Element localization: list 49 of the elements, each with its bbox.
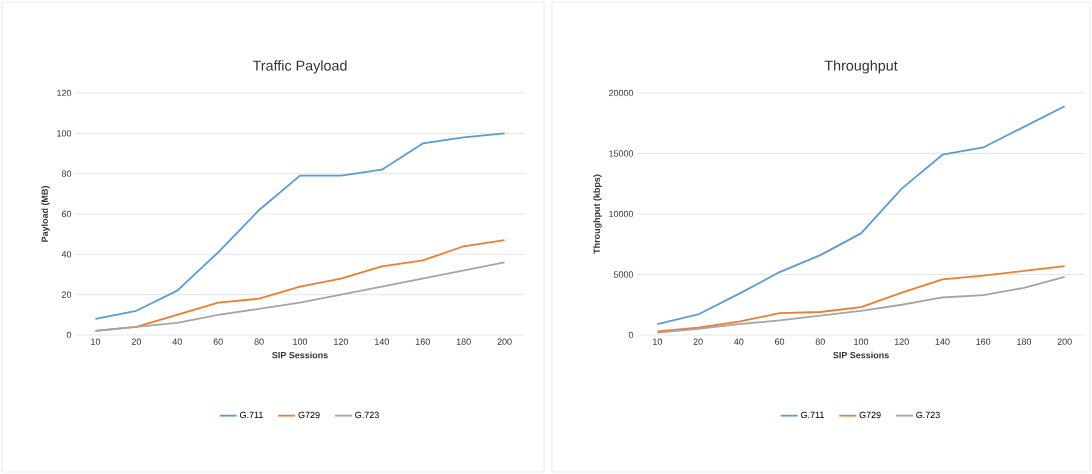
y-tick-label: 40 bbox=[61, 251, 72, 258]
x-tick-label: 160 bbox=[976, 338, 991, 345]
x-tick-label: 40 bbox=[172, 338, 182, 345]
y-tick-label: 20000 bbox=[609, 89, 634, 97]
y-tick-label: 0 bbox=[628, 331, 634, 339]
y-axis-title: Throughput (kbps) bbox=[593, 174, 602, 254]
chart-title: Traffic Payload bbox=[252, 60, 347, 74]
x-tick-label: 100 bbox=[293, 338, 308, 345]
x-tick-label: 60 bbox=[775, 338, 785, 345]
legend-label: G.723 bbox=[355, 411, 379, 419]
x-tick-label: 20 bbox=[131, 338, 141, 345]
x-tick-label: 160 bbox=[415, 338, 430, 345]
y-tick-label: 15000 bbox=[609, 150, 634, 157]
legend-label: G.711 bbox=[240, 411, 263, 419]
y-tick-label: 100 bbox=[57, 130, 72, 137]
x-tick-label: 20 bbox=[693, 338, 703, 345]
x-tick-label: 120 bbox=[894, 338, 909, 345]
chart-title: Throughput bbox=[824, 60, 898, 74]
x-tick-label: 140 bbox=[935, 338, 950, 345]
y-tick-label: 120 bbox=[57, 89, 72, 97]
x-tick-label: 80 bbox=[254, 338, 264, 345]
x-tick-label: 10 bbox=[653, 338, 663, 345]
y-tick-label: 20 bbox=[61, 291, 72, 298]
x-tick-label: 120 bbox=[334, 338, 349, 345]
y-tick-label: 10000 bbox=[609, 210, 634, 218]
x-tick-label: 140 bbox=[375, 338, 389, 345]
x-tick-label: 60 bbox=[213, 338, 223, 345]
y-tick-label: 5000 bbox=[613, 271, 634, 278]
y-tick-label: 60 bbox=[61, 210, 72, 218]
line-series bbox=[656, 265, 1066, 333]
line-series bbox=[94, 132, 506, 320]
legend-label: G729 bbox=[298, 411, 320, 419]
x-tick-label: 80 bbox=[815, 338, 825, 345]
legend-label: G.723 bbox=[916, 411, 940, 419]
line-series bbox=[656, 105, 1066, 326]
legend-label: G.711 bbox=[801, 411, 824, 419]
y-tick-label: 0 bbox=[66, 331, 72, 339]
x-tick-label: 40 bbox=[734, 338, 744, 345]
x-axis-title: SIP Sessions bbox=[833, 351, 889, 359]
x-tick-label: 200 bbox=[1057, 338, 1072, 345]
legend-label: G729 bbox=[859, 411, 881, 419]
x-tick-label: 10 bbox=[91, 338, 101, 345]
y-tick-label: 80 bbox=[61, 170, 72, 177]
y-axis-title: Payload (MB) bbox=[41, 186, 50, 242]
x-tick-label: 180 bbox=[456, 338, 471, 345]
x-tick-label: 200 bbox=[497, 338, 512, 345]
x-tick-label: 100 bbox=[854, 338, 869, 345]
x-tick-label: 180 bbox=[1017, 338, 1032, 345]
x-axis-title: SIP Sessions bbox=[272, 351, 328, 359]
